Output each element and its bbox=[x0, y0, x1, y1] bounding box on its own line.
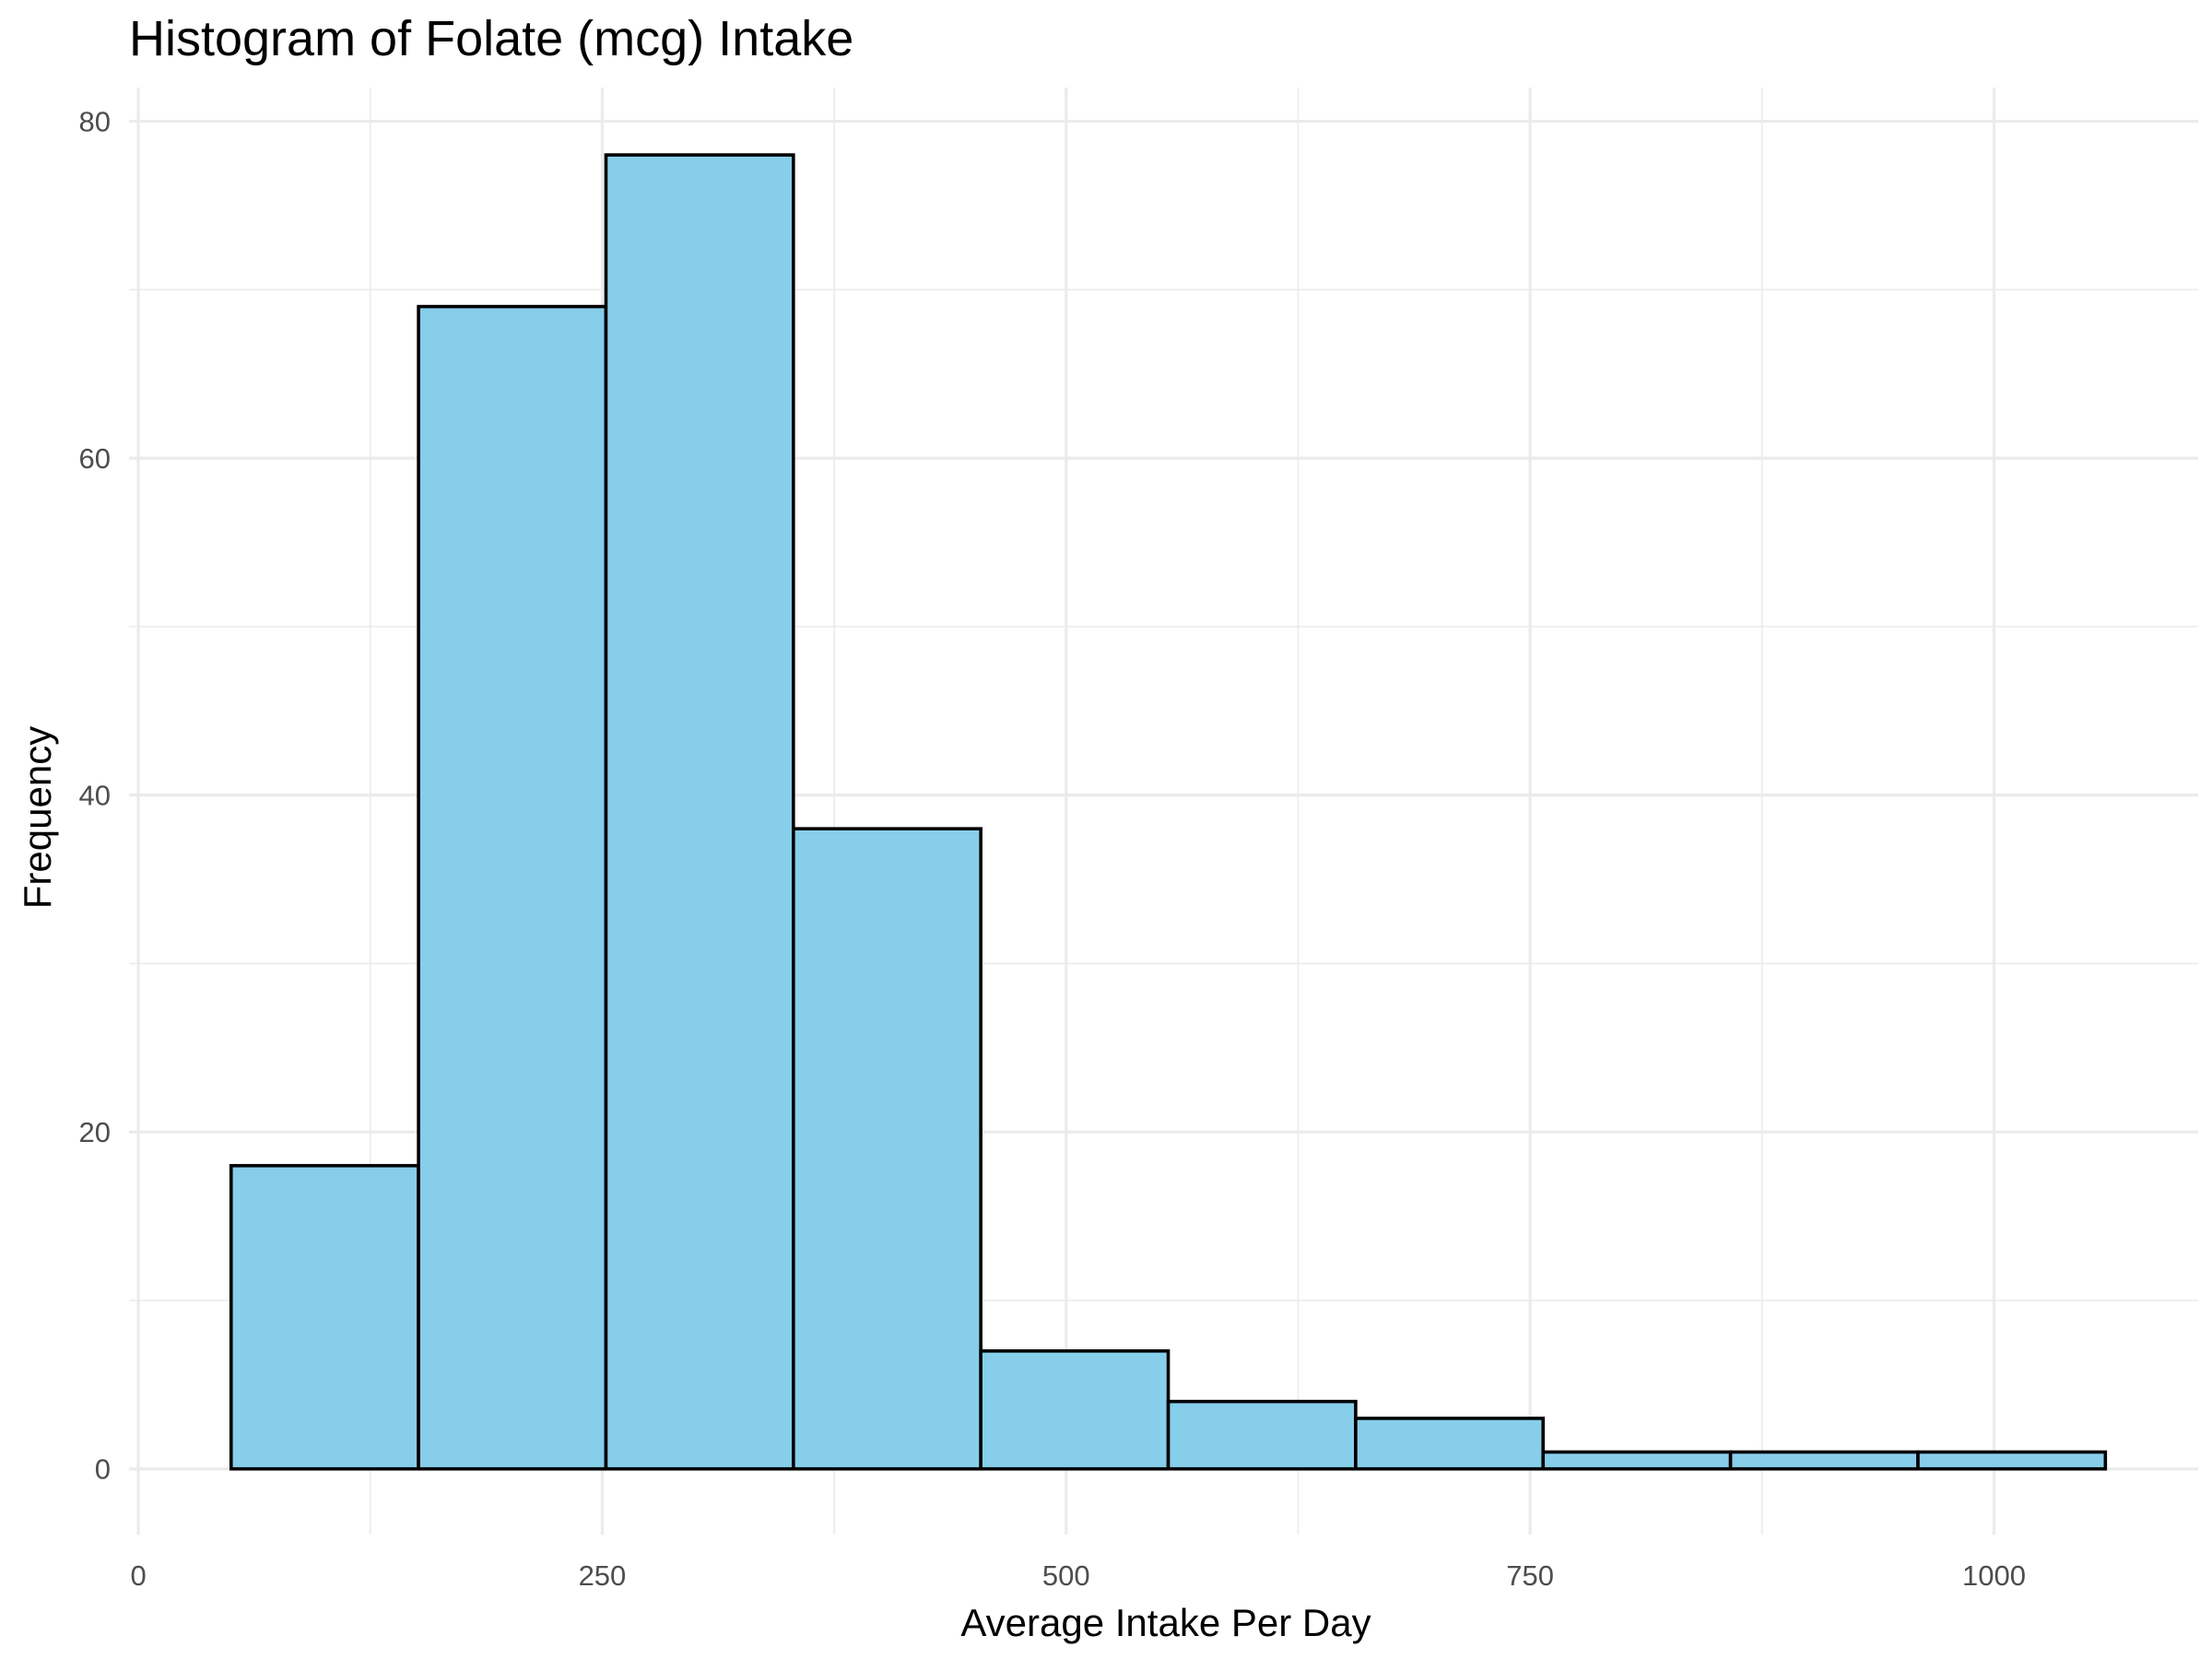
chart-title: Histogram of Folate (mcg) Intake bbox=[129, 11, 853, 66]
y-tick-label: 40 bbox=[79, 780, 111, 812]
x-tick-label: 750 bbox=[1506, 1559, 1554, 1592]
tick-labels: 0 250 500 750 1000 0 20 40 60 80 bbox=[79, 106, 2026, 1592]
y-tick-label: 60 bbox=[79, 442, 111, 475]
bars bbox=[229, 153, 2108, 1471]
y-tick-label: 0 bbox=[95, 1453, 111, 1486]
histogram-bar bbox=[604, 153, 795, 1471]
x-tick-label: 500 bbox=[1042, 1559, 1090, 1592]
histogram-bar bbox=[229, 1163, 420, 1471]
histogram-bar bbox=[1541, 1450, 1733, 1471]
histogram-bar bbox=[417, 304, 608, 1471]
histogram-bar bbox=[1354, 1417, 1546, 1471]
histogram-bar bbox=[1166, 1399, 1358, 1471]
y-tick-label: 20 bbox=[79, 1116, 111, 1148]
y-tick-label: 80 bbox=[79, 106, 111, 138]
x-tick-label: 0 bbox=[130, 1559, 146, 1592]
x-axis-title: Average Intake Per Day bbox=[960, 1601, 1371, 1644]
histogram-bar bbox=[1728, 1450, 1920, 1471]
x-tick-label: 1000 bbox=[1962, 1559, 2026, 1592]
histogram-bar bbox=[792, 827, 982, 1471]
x-tick-label: 250 bbox=[579, 1559, 627, 1592]
histogram-bar bbox=[979, 1348, 1171, 1471]
histogram-bar bbox=[1916, 1450, 2108, 1471]
y-axis-title: Frequency bbox=[16, 726, 59, 909]
